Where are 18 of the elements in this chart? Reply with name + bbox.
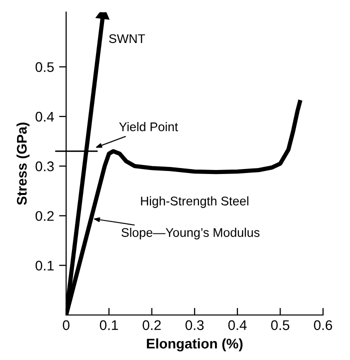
x-tick-label: 0.5 bbox=[271, 320, 290, 330]
x-tick-label: 0.3 bbox=[185, 320, 204, 330]
x-tick-label: 0.4 bbox=[228, 320, 247, 330]
annotation: Yield Point bbox=[119, 122, 178, 132]
y-tick-label: 0.3 bbox=[36, 161, 54, 172]
text: High-Strength Steel bbox=[141, 196, 248, 208]
x-tick-label: 0.1 bbox=[100, 320, 118, 330]
y-axis-title: Stress (GPa) bbox=[16, 122, 30, 205]
y-tick-label: 0.1 bbox=[36, 260, 54, 271]
x-tick-label: 0 bbox=[62, 320, 70, 330]
y-tick-label: 0.4 bbox=[36, 112, 54, 122]
annotation: Slope—Young’s Modulus bbox=[122, 228, 260, 240]
x-tick-label: 0.6 bbox=[314, 320, 332, 330]
series-label: SWNT bbox=[109, 34, 146, 44]
x-tick-label: 0.2 bbox=[142, 320, 161, 330]
y-tick-label: 0.2 bbox=[36, 211, 54, 221]
x-axis-title: Elongation (%) bbox=[146, 338, 243, 352]
y-tick-label: 0.5 bbox=[36, 62, 54, 72]
